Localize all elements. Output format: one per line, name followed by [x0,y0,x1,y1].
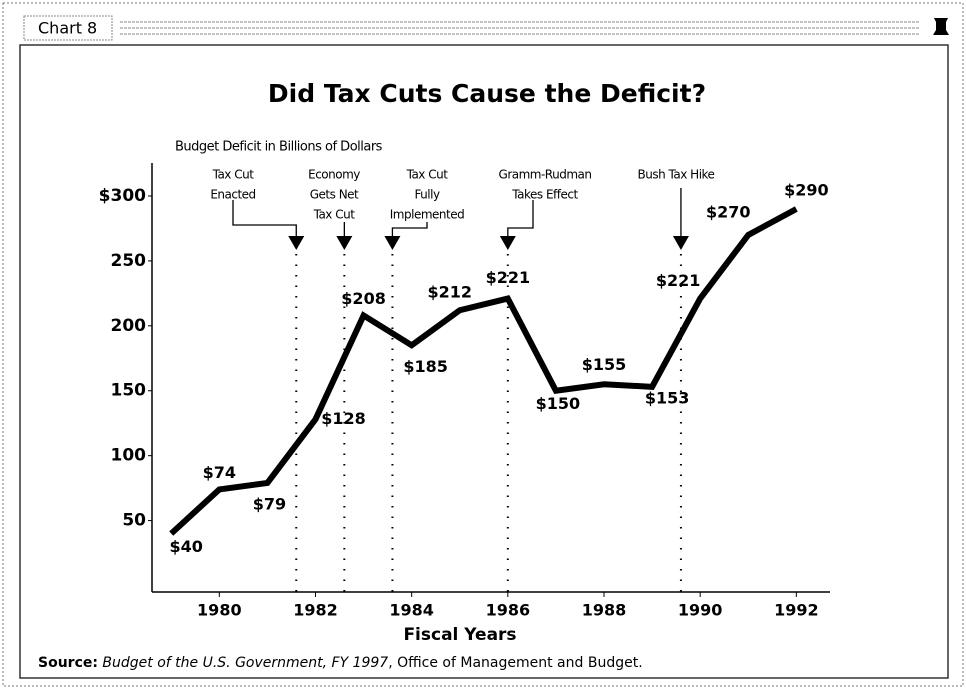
annotation-arrowhead [288,236,305,250]
annotation-text: Tax Cut [313,208,356,222]
data-label: $221 [656,271,701,290]
x-tick-label: 1982 [293,601,338,620]
x-tick-label: 1992 [774,601,819,620]
y-tick-label: 100 [111,446,147,466]
annotation-arrow [232,200,297,236]
window-title: Chart 8 [38,19,97,38]
chart-frame [19,44,949,679]
data-label: $221 [486,268,531,287]
data-label: $79 [253,494,286,513]
data-label: $40 [170,537,203,556]
data-label: $153 [645,388,690,407]
data-label: $270 [706,202,751,221]
annotation-arrowhead [336,236,353,250]
annotation-arrowhead [384,236,401,250]
y-tick-label: 50 [122,511,146,531]
y-tick-label: 150 [111,381,147,401]
annotation-text: Enacted [210,188,255,202]
y-tick-label: 200 [111,316,147,336]
annotation-text: Implemented [390,208,464,222]
annotation-text: Gets Net [310,188,359,202]
x-tick-label: 1990 [678,601,723,620]
data-label: $155 [582,355,627,374]
y-tick-label: 250 [111,251,147,271]
x-tick-label: 1986 [486,601,531,620]
annotation-text: Gramm-Rudman [499,168,592,182]
annotation-arrowhead [499,236,516,250]
source: Source: Budget of the U.S. Government, F… [38,655,643,671]
data-label: $290 [784,180,829,199]
annotation-arrow [507,200,534,236]
x-tick-label: 1988 [582,601,627,620]
data-label: $185 [403,357,448,376]
annotation-text: Takes Effect [511,188,578,202]
annotation-text: Tax Cut [212,168,255,182]
y-axis-title: Budget Deficit in Billions of Dollars [175,140,383,155]
data-label: $208 [341,289,386,308]
line-series [169,206,798,536]
x-axis-title: Fiscal Years [403,625,516,645]
source-publication: Budget of the U.S. Government, FY 1997 [102,655,388,671]
data-label: $150 [536,394,581,413]
annotation-text: Bush Tax Hike [638,168,715,182]
chart-title: Did Tax Cuts Cause the Deficit? [268,79,706,108]
source-label: Source: [38,655,98,671]
x-tick-label: 1980 [197,601,242,620]
data-label: $128 [321,409,366,428]
annotation-text: Economy [308,168,360,182]
source-publisher: , Office of Management and Budget. [388,655,642,671]
bell-icon[interactable] [933,18,949,35]
annotation-arrow [391,222,428,236]
annotation-text: Fully [414,188,440,202]
data-label: $74 [203,463,236,482]
annotation-text: Tax Cut [406,168,449,182]
data-label: $212 [427,283,472,302]
window-title-box [23,15,113,41]
x-tick-label: 1984 [389,601,434,620]
y-tick-label: $300 [99,186,146,206]
annotation-arrowhead [672,236,689,250]
